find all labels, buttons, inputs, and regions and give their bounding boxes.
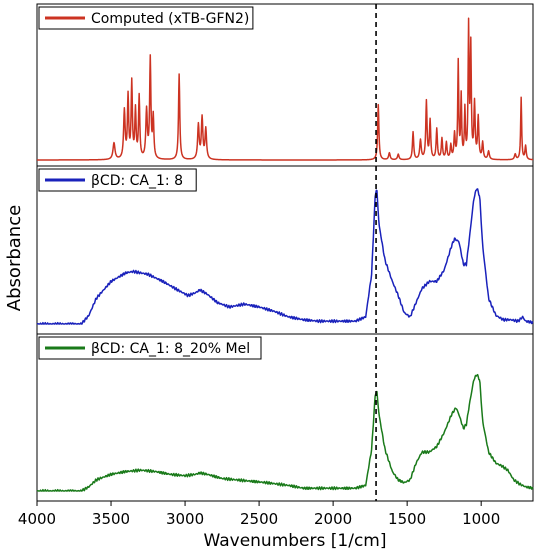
series-line-3 bbox=[36, 373, 534, 492]
legend-box bbox=[38, 6, 254, 30]
series-line-2 bbox=[36, 188, 534, 325]
x-tick-label: 1500 bbox=[388, 510, 426, 528]
x-tick-label: 3500 bbox=[92, 510, 130, 528]
x-tick-label: 2500 bbox=[240, 510, 278, 528]
x-tick-label: 3000 bbox=[166, 510, 204, 528]
y-axis-title: Absorbance bbox=[4, 205, 25, 311]
panel-frame bbox=[36, 333, 534, 502]
x-axis: 4000 3500 3000 2500 2000 1500 1000 bbox=[18, 501, 500, 528]
legend-label-2: βCD: CA_1: 8 bbox=[91, 173, 183, 189]
x-axis-title: Wavenumbers [1/cm] bbox=[204, 531, 387, 550]
legend-label-3: βCD: CA_1: 8_20% Mel bbox=[91, 341, 250, 357]
legend-3: βCD: CA_1: 8_20% Mel bbox=[38, 336, 262, 360]
x-tick-label: 2000 bbox=[314, 510, 352, 528]
panel-3: βCD: CA_1: 8_20% Mel bbox=[36, 333, 534, 502]
legend-box bbox=[38, 168, 197, 192]
panel-2: βCD: CA_1: 8 bbox=[36, 165, 534, 335]
panel-1: Computed (xTB-GFN2) bbox=[36, 3, 534, 167]
legend-1: Computed (xTB-GFN2) bbox=[38, 6, 254, 30]
legend-2: βCD: CA_1: 8 bbox=[38, 168, 197, 192]
x-tick-label: 4000 bbox=[18, 510, 56, 528]
legend-box bbox=[38, 336, 262, 360]
legend-label-1: Computed (xTB-GFN2) bbox=[91, 11, 249, 27]
x-tick-label: 1000 bbox=[462, 510, 500, 528]
series-line-1 bbox=[36, 17, 534, 161]
